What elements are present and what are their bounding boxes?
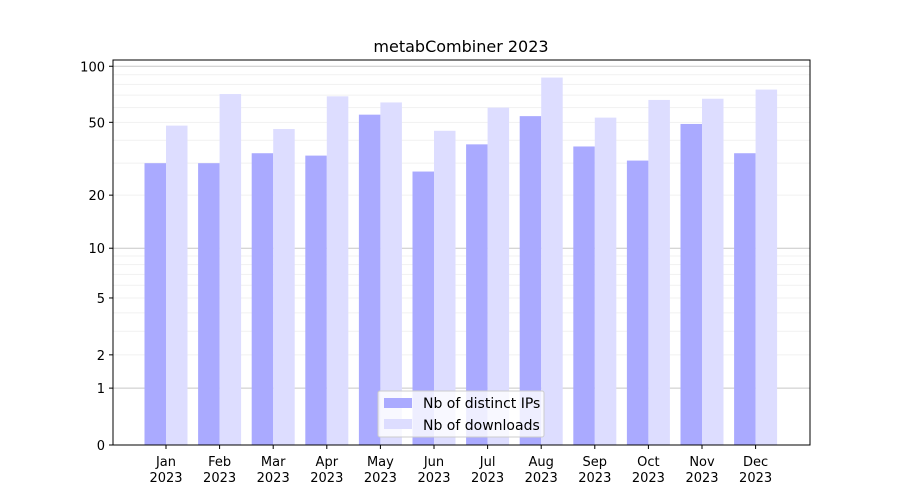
bar-ips [466, 144, 488, 446]
y-tick-label: 20 [88, 189, 105, 204]
x-tick-label: Feb 2023 [203, 455, 236, 486]
x-tick-label: Aug 2023 [525, 455, 558, 486]
bar-ips [680, 123, 702, 445]
bar-ips [412, 171, 434, 445]
bar-ips [573, 146, 595, 446]
plot-frame [112, 59, 811, 446]
bar-downloads [594, 117, 617, 445]
x-tick-label: Sep 2023 [578, 455, 611, 486]
x-tick-label: Apr 2023 [310, 455, 343, 486]
bar-ips [198, 163, 220, 445]
bar-downloads [166, 125, 188, 445]
y-tick-label: 10 [88, 242, 105, 257]
bar-ips [734, 153, 756, 445]
bar-downloads [648, 99, 670, 445]
legend-label-downloads: Nb of downloads [423, 418, 540, 434]
bar-ips [626, 160, 649, 445]
y-tick-label: 1 [97, 382, 105, 397]
x-tick-label: Nov 2023 [685, 455, 718, 486]
x-tick-label: Oct 2023 [632, 455, 665, 486]
x-axis: Jan 2023 Feb 2023 Mar 2023 Apr 2023 May 2023 Jun 20… [149, 445, 772, 486]
chart-title: metabCombiner 2023 [373, 37, 548, 56]
bar-downloads [541, 77, 563, 446]
x-tick-label: Jan 2023 [149, 455, 182, 486]
bar-ips [305, 155, 327, 445]
legend: Nb of distinct IPs Nb of downloads [377, 390, 545, 438]
legend-swatch-ips [384, 398, 412, 408]
bar-ips [519, 116, 542, 445]
y-tick-label: 5 [97, 292, 105, 307]
bar-ips [144, 163, 166, 445]
bar-downloads [219, 94, 242, 446]
bar-downloads [487, 107, 510, 446]
y-tick-label: 100 [80, 60, 105, 75]
bar-downloads [702, 98, 724, 446]
bar-downloads [434, 130, 456, 446]
x-tick-label: May 2023 [364, 455, 397, 486]
y-tick-label: 2 [97, 349, 105, 364]
legend-box [377, 390, 545, 438]
bar-downloads [326, 96, 349, 445]
bar-ips [358, 114, 381, 445]
y-axis: 0 1 2 5 10 20 50 100 [80, 60, 113, 454]
bar-downloads [273, 129, 295, 445]
y-tick-label: 50 [88, 116, 105, 131]
bars [144, 77, 778, 446]
x-tick-label: Mar 2023 [257, 455, 290, 486]
x-tick-label: Dec 2023 [739, 455, 772, 486]
legend-swatch-downloads [384, 419, 412, 429]
y-tick-label: 0 [97, 439, 105, 454]
legend-label-ips: Nb of distinct IPs [423, 396, 540, 412]
bar-downloads [380, 102, 402, 446]
bar-ips [251, 153, 274, 445]
x-tick-label: Jul 2023 [471, 455, 504, 486]
bar-downloads [755, 89, 778, 445]
x-tick-label: Jun 2023 [417, 455, 450, 486]
